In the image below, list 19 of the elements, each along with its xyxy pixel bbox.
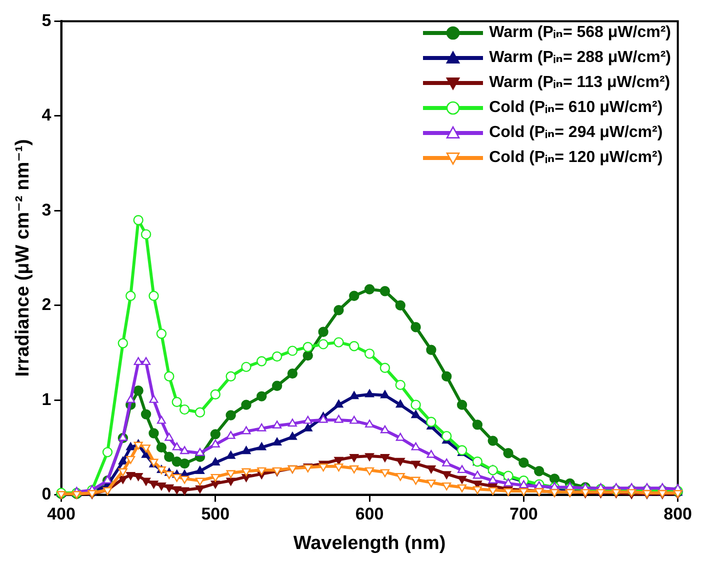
y-tick-label: 4: [42, 106, 52, 125]
legend-label: Warm (Pᵢₙ= 113 μW/cm²): [489, 73, 670, 93]
x-tick-label: 700: [509, 504, 538, 524]
x-axis-title: Wavelength (nm): [293, 532, 446, 554]
legend-label: Cold (Pᵢₙ= 120 μW/cm²): [489, 148, 663, 168]
y-tick-label: 5: [42, 10, 52, 30]
x-tick-label: 500: [201, 504, 230, 524]
y-tick-label: 2: [42, 295, 52, 314]
legend-label: Cold (Pᵢₙ= 610 μW/cm²): [489, 98, 663, 118]
x-tick-label: 800: [664, 504, 692, 524]
y-tick-label: 1: [42, 390, 52, 409]
y-axis-title: Irradiance (μW cm⁻² nm⁻¹): [12, 139, 34, 377]
legend-label: Warm (Pᵢₙ= 568 μW/cm²): [489, 23, 671, 43]
y-tick-label: 0: [42, 484, 52, 504]
y-tick-label: 3: [42, 200, 52, 220]
legend-label: Cold (Pᵢₙ= 294 μW/cm²): [489, 123, 663, 143]
x-tick-label: 600: [355, 504, 384, 524]
legend-label: Warm (Pᵢₙ= 288 μW/cm²): [489, 48, 671, 68]
x-tick-label: 400: [47, 504, 76, 524]
